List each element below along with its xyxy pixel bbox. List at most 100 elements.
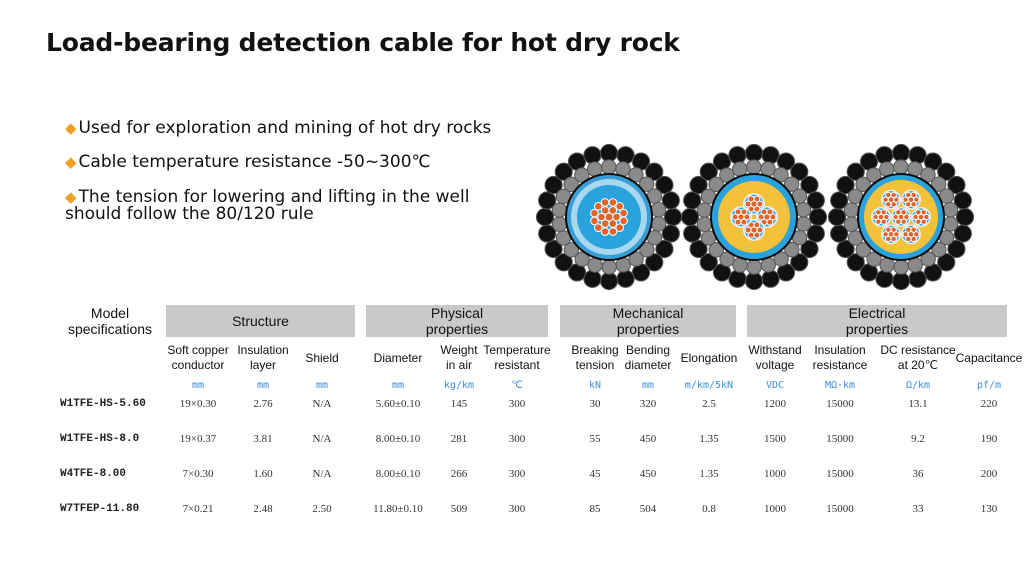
- core-wire: [753, 231, 761, 239]
- core-wire: [875, 218, 882, 225]
- column-unit: mm: [191, 380, 205, 391]
- inner-armor-wire: [773, 251, 789, 267]
- core-wire: [744, 200, 752, 208]
- inner-armor-wire: [746, 259, 762, 275]
- table-cell: 13.1: [908, 398, 928, 410]
- outer-armor-wire: [808, 207, 828, 227]
- model-specifications-header: Model specifications: [67, 305, 153, 337]
- table-cell: 11.80±0.10: [373, 503, 423, 515]
- inner-armor-wire: [893, 259, 909, 275]
- outer-armor-wire: [645, 162, 664, 181]
- core-wire: [910, 201, 917, 208]
- table-cell: 1000: [764, 468, 786, 480]
- inner-armor-wire: [696, 202, 713, 218]
- core-wire: [910, 191, 917, 199]
- column-header: DC resistance at 20℃: [880, 343, 956, 372]
- inner-armor-wire: [795, 216, 812, 232]
- core-wire: [913, 196, 920, 203]
- inner-armor-wire: [855, 176, 871, 193]
- table-cell: 15000: [826, 398, 854, 410]
- table-cell: 2.76: [253, 398, 273, 410]
- core-wire: [912, 213, 919, 221]
- copper-conductor: [597, 212, 606, 222]
- outer-armor-wire: [616, 269, 635, 288]
- inner-armor-wire: [708, 176, 724, 193]
- table-cell: 36: [912, 468, 924, 480]
- inner-armor-wire: [719, 251, 735, 267]
- table-cell: 300: [508, 503, 526, 515]
- column-unit: kN: [588, 380, 602, 391]
- core-wire: [910, 235, 917, 243]
- copper-conductor: [590, 216, 599, 226]
- core-wire: [885, 191, 892, 199]
- core-wire: [756, 200, 764, 208]
- table-cell: 33: [912, 503, 924, 515]
- core-wire: [766, 208, 774, 216]
- column-header: Soft copper conductor: [167, 343, 229, 372]
- table-cell: 450: [639, 468, 657, 480]
- outer-armor-wire: [947, 239, 966, 259]
- outer-armor-wire: [908, 269, 927, 288]
- table-cell: 2.48: [253, 503, 273, 515]
- outer-armor-wire: [661, 191, 680, 210]
- core-wire: [872, 213, 879, 221]
- outer-armor-wire: [728, 269, 747, 288]
- outer-armor-wire: [616, 146, 635, 165]
- outer-armor-wire: [680, 207, 700, 227]
- column-unit: mm: [256, 380, 270, 391]
- outer-armor-wire: [800, 175, 819, 195]
- outer-armor-wire: [908, 146, 927, 165]
- inner-armor-wire: [551, 202, 568, 218]
- outer-armor-wire: [645, 253, 664, 272]
- outer-armor-wire: [744, 271, 764, 291]
- inner-armor-wire: [574, 167, 590, 183]
- outer-armor-wire: [655, 175, 674, 195]
- core-wire: [747, 195, 755, 203]
- copper-conductor: [615, 202, 624, 211]
- core-wire: [734, 208, 742, 216]
- copper-conductor: [594, 223, 603, 232]
- feature-item: ◆ The tension for lowering and lifting in…: [65, 187, 470, 224]
- outer-armor-wire: [655, 239, 674, 259]
- outer-armor-wire: [583, 146, 602, 165]
- core-wire: [892, 213, 899, 221]
- core-wire: [900, 209, 907, 216]
- outer-armor-wire: [761, 269, 780, 288]
- core-wire: [753, 195, 761, 203]
- table-cell: 1.35: [699, 433, 719, 445]
- outer-armor-wire: [728, 146, 747, 165]
- core-wire: [760, 208, 768, 216]
- column-header: Bending diameter: [624, 343, 672, 372]
- copper-conductor: [600, 198, 610, 207]
- table-cell: 55: [589, 433, 601, 445]
- table-cell: 1000: [764, 503, 786, 515]
- core-wire: [875, 209, 882, 216]
- inner-armor-wire: [866, 251, 882, 267]
- inner-armor-wire: [563, 176, 579, 193]
- inner-armor-wire: [920, 251, 936, 267]
- copper-conductor: [600, 219, 610, 228]
- outer-armor-wire: [947, 175, 966, 195]
- outer-armor-wire: [790, 253, 809, 272]
- copper-conductor: [590, 208, 599, 218]
- inner-armor-wire: [574, 251, 590, 267]
- group-structure: Structure: [166, 305, 355, 337]
- table-cell: 130: [980, 503, 998, 515]
- core-wire: [900, 218, 907, 225]
- outer-armor-wire: [599, 143, 619, 163]
- column-unit: ℃: [511, 380, 523, 391]
- column-header: Weight in air: [440, 343, 478, 372]
- row-model-name: W4TFE-8.00: [60, 468, 127, 480]
- cable-cross-section-four-core: [680, 143, 828, 291]
- column-unit: Ω/km: [905, 380, 931, 391]
- core-wire: [903, 213, 910, 221]
- table-cell: 30: [589, 398, 601, 410]
- outer-armor-wire: [836, 175, 855, 195]
- inner-armor-wire: [942, 202, 959, 218]
- table-cell: 320: [639, 398, 657, 410]
- inner-armor-wire: [942, 216, 959, 232]
- column-header: Elongation: [680, 351, 738, 365]
- column-header: Insulation layer: [237, 343, 289, 372]
- outer-armor-wire: [699, 253, 718, 272]
- copper-conductor: [608, 219, 618, 228]
